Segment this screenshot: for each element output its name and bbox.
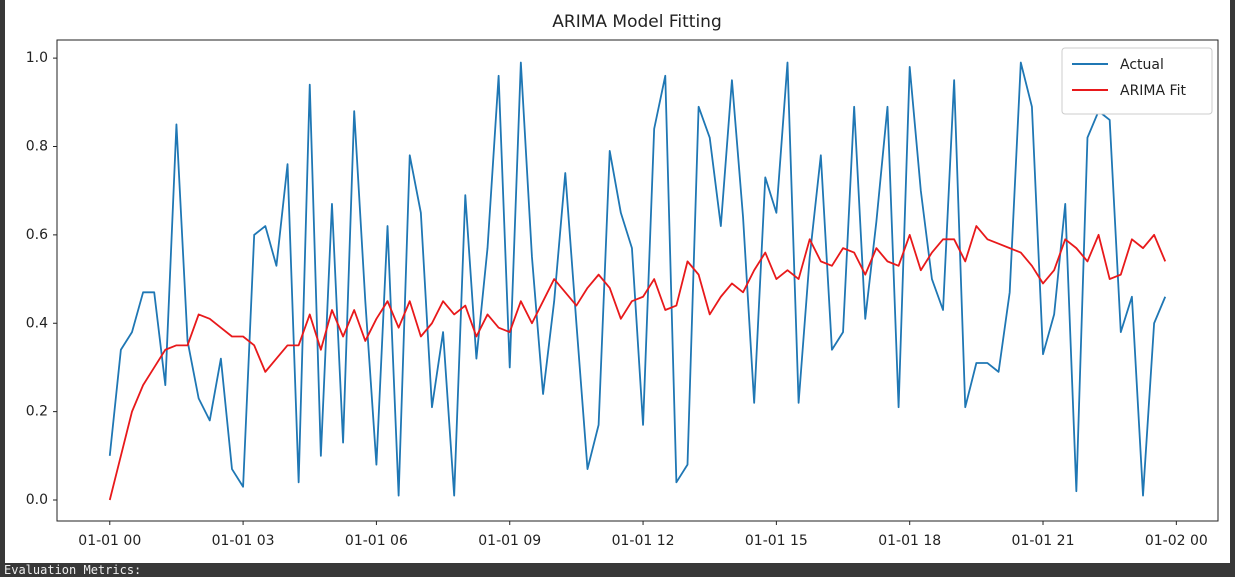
figure-background	[5, 0, 1230, 563]
series-line	[108, 61, 1167, 497]
legend-label: ARIMA Fit	[1120, 83, 1186, 99]
x-tick-label: 01-01 21	[1012, 533, 1075, 549]
x-tick-label: 01-01 12	[612, 533, 675, 549]
x-tick-label: 01-01 06	[345, 533, 408, 549]
figure: ARIMA Model Fitting 0.0 0.2 0.4 0.6 0.8 1.0 01…	[5, 0, 1230, 563]
y-tick-label: 0.8	[26, 138, 48, 154]
x-tick-label: 01-01 03	[212, 533, 275, 549]
series-line	[108, 225, 1167, 501]
axes-frame	[56, 39, 1219, 522]
y-tick-label: 0.2	[26, 404, 48, 420]
y-tick-label: 0.4	[26, 315, 48, 331]
output-text: Evaluation Metrics:	[4, 563, 142, 577]
x-tick-label: 01-01 15	[745, 533, 808, 549]
y-tick-label: 0.6	[26, 227, 48, 243]
y-tick-label: 1.0	[26, 50, 48, 66]
x-tick-label: 01-02 00	[1145, 533, 1208, 549]
chart-title: ARIMA Model Fitting	[552, 12, 722, 32]
y-tick-label: 0.0	[26, 492, 48, 508]
x-tick-label: 01-01 18	[878, 533, 941, 549]
x-tick-label: 01-01 00	[78, 533, 141, 549]
x-tick-label: 01-01 09	[478, 533, 541, 549]
legend-label: Actual	[1120, 57, 1164, 73]
